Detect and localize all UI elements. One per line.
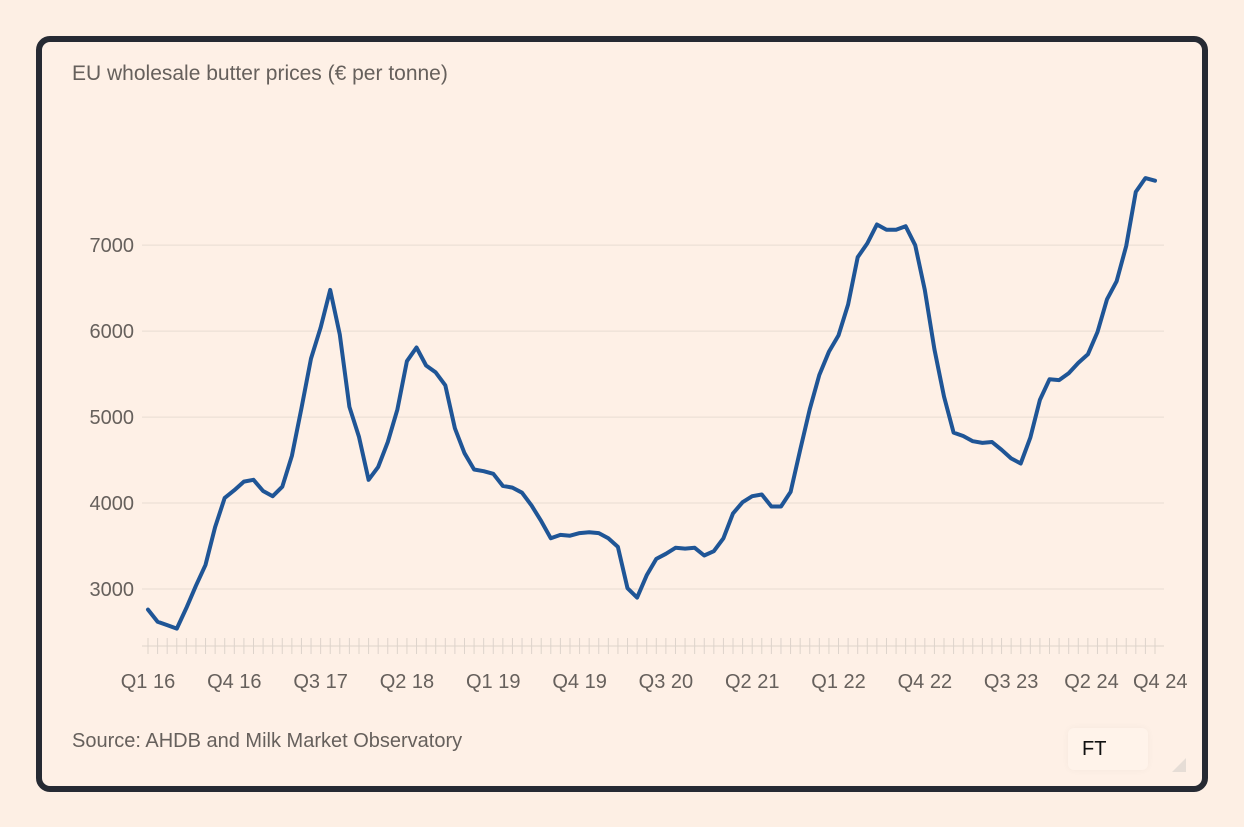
- x-axis-tick-labels: Q1 16 Q4 16 Q3 17 Q2 18 Q1 19 Q4 19 Q3 20 Q2 21…: [121, 671, 1188, 693]
- series-layer: [146, 176, 1157, 631]
- x-axis: [142, 638, 1164, 654]
- y-tick-label: 6000: [90, 321, 135, 343]
- chart-card: EU wholesale butter prices (€ per tonne)…: [36, 36, 1208, 792]
- x-tick-label: Q4 24: [1133, 671, 1187, 693]
- ft-logo-text: FT: [1082, 738, 1107, 760]
- x-tick-label: Q1 16: [121, 671, 175, 693]
- resize-handle-icon[interactable]: [1170, 756, 1186, 772]
- x-tick-label: Q3 23: [984, 671, 1038, 693]
- x-tick-label: Q1 19: [466, 671, 520, 693]
- y-tick-label: 4000: [90, 493, 135, 515]
- x-tick-label: Q4 19: [552, 671, 606, 693]
- ft-logo-badge[interactable]: FT: [1068, 728, 1148, 770]
- x-tick-label: Q3 20: [639, 671, 693, 693]
- price-series-line: [146, 176, 1157, 631]
- y-axis-tick-labels: 3000 4000 5000 6000 7000: [90, 235, 135, 601]
- chart-title: EU wholesale butter prices (€ per tonne): [72, 62, 448, 85]
- gridlines: [142, 244, 1164, 590]
- x-tick-label: Q4 16: [207, 671, 261, 693]
- line-chart: 3000 4000 5000 6000 7000 Q1 16 Q4 16 Q3 17 Q2 1…: [90, 176, 1188, 693]
- x-tick-label: Q4 22: [898, 671, 952, 693]
- x-tick-label: Q2 18: [380, 671, 434, 693]
- x-tick-label: Q2 21: [725, 671, 779, 693]
- x-tick-label: Q2 24: [1064, 671, 1118, 693]
- y-tick-label: 7000: [90, 235, 135, 257]
- x-tick-label: Q3 17: [293, 671, 347, 693]
- y-tick-label: 5000: [90, 407, 135, 429]
- x-tick-label: Q1 22: [811, 671, 865, 693]
- source-note: Source: AHDB and Milk Market Observatory: [72, 730, 463, 752]
- y-tick-label: 3000: [90, 579, 135, 601]
